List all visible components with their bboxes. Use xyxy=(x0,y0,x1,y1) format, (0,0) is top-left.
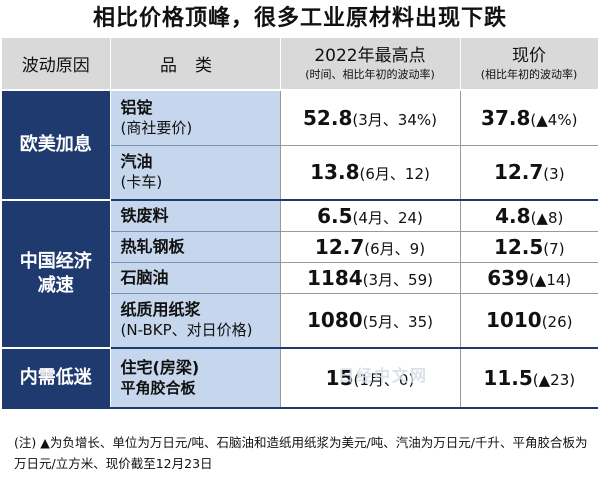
item-name: 纸质用纸浆 xyxy=(120,300,201,320)
reason-cell: 中国经济 减速 xyxy=(2,200,111,349)
peak-detail: (3月、59) xyxy=(362,270,433,289)
reason-cell: 内需低迷 xyxy=(2,348,111,409)
current-value: 4.8 xyxy=(495,203,531,228)
peak-detail: (1月、0) xyxy=(353,371,415,389)
peak-detail: (5月、35) xyxy=(362,313,433,332)
header-peak: 2022年最高点 (时间、相比年初的波动率) xyxy=(280,38,461,91)
item-name: 热轧钢板 xyxy=(120,236,185,256)
item-name: 铁废料 xyxy=(120,205,169,225)
current-cell: 639(▲14) xyxy=(459,262,598,294)
watermark-text: 日经中文网 xyxy=(338,366,429,385)
peak-detail: (6月、12) xyxy=(359,165,430,184)
current-detail: (7) xyxy=(543,239,565,258)
data-table: 波动原因 品类 2022年最高点 (时间、相比年初的波动率) 现价 (相比年初的… xyxy=(2,38,599,409)
peak-cell: 13.8(6月、12) xyxy=(279,145,460,201)
peak-detail: (4月、24) xyxy=(352,208,423,227)
peak-value: 12.7 xyxy=(314,234,365,259)
header-current-main: 现价 xyxy=(512,45,546,66)
peak-value: 1080 xyxy=(306,308,363,333)
peak-cell: 12.7(6月、9) xyxy=(279,231,460,263)
item-cell: 住宅(房梁) 平角胶合板 xyxy=(110,348,280,409)
current-cell: 1010(26) xyxy=(459,293,598,349)
table-row: 热轧钢板 12.7(6月、9) 12.5(7) xyxy=(2,231,598,263)
item-name: 住宅(房梁) xyxy=(120,358,200,377)
current-cell: 4.8(▲8) xyxy=(459,200,598,232)
header-reason: 波动原因 xyxy=(2,38,111,91)
footnote: (注) ▲为负增长、单位为万日元/吨、石脑油和造纸用纸浆为美元/吨、汽油为万日元… xyxy=(14,435,588,471)
peak-detail: (6月、9) xyxy=(364,239,426,258)
current-detail: (▲23) xyxy=(532,371,576,389)
header-peak-sub: (时间、相比年初的波动率) xyxy=(305,67,435,81)
current-cell: 37.8(▲4%) xyxy=(459,90,598,146)
current-cell: 12.5(7) xyxy=(459,231,598,263)
table-row: 石脑油 1184(3月、59) 639(▲14) xyxy=(2,262,598,294)
header-current: 现价 (相比年初的波动率) xyxy=(460,38,599,91)
item-cell: 汽油 (卡车) xyxy=(110,145,280,201)
peak-value: 1184 xyxy=(306,265,363,290)
table-row: 中国经济 减速 铁废料 6.5(4月、24) 4.8(▲8) xyxy=(2,200,598,349)
table-row: 纸质用纸浆 (N-BKP、对日价格) 1080(5月、35) 1010(26) xyxy=(2,293,598,349)
header-row: 波动原因 品类 2022年最高点 (时间、相比年初的波动率) 现价 (相比年初的… xyxy=(2,38,599,91)
current-detail: (▲14) xyxy=(528,270,572,289)
item-name-sub: (卡车) xyxy=(120,173,163,192)
current-value: 11.5 xyxy=(483,366,533,390)
peak-cell: 1080(5月、35) xyxy=(279,293,460,349)
peak-value: 52.8 xyxy=(303,105,353,130)
current-value: 12.5 xyxy=(493,234,544,259)
item-name: 汽油 xyxy=(120,152,153,172)
table-row: 欧美加息 铝锭 (商社要价) 52.8(3月、34%) 37.8(▲4%) xyxy=(2,90,598,201)
peak-detail: (3月、34%) xyxy=(352,110,437,129)
current-cell: 11.5(▲23) xyxy=(459,348,598,409)
header-current-sub: (相比年初的波动率) xyxy=(480,67,578,81)
peak-cell: 1184(3月、59) xyxy=(279,262,460,294)
chart-title: 相比价格顶峰，很多工业原材料出现下跌 xyxy=(92,6,507,31)
item-cell: 石脑油 xyxy=(110,262,280,294)
item-cell: 铁废料 xyxy=(110,200,280,232)
item-name-sub: 平角胶合板 xyxy=(120,379,196,397)
peak-value: 13.8 xyxy=(310,160,360,185)
current-value: 12.7 xyxy=(493,160,544,185)
current-detail: (▲8) xyxy=(530,208,564,227)
item-cell: 热轧钢板 xyxy=(110,231,280,263)
peak-cell: 52.8(3月、34%) xyxy=(279,90,460,146)
item-name-sub: (商社要价) xyxy=(120,118,193,137)
header-peak-main: 2022年最高点 xyxy=(314,45,426,66)
current-value: 1010 xyxy=(486,308,542,333)
item-name: 石脑油 xyxy=(120,267,169,287)
item-cell: 纸质用纸浆 (N-BKP、对日价格) xyxy=(110,293,280,349)
peak-value: 6.5 xyxy=(317,203,353,228)
current-value: 639 xyxy=(487,265,529,290)
reason-label: 内需低迷 xyxy=(19,367,92,388)
peak-cell: 6.5(4月、24) xyxy=(279,200,460,232)
current-detail: (▲4%) xyxy=(530,110,578,129)
current-detail: (26) xyxy=(541,313,573,332)
item-name-sub: (N-BKP、对日价格) xyxy=(120,321,253,340)
header-item: 品类 xyxy=(110,38,281,91)
current-detail: (3) xyxy=(543,165,565,184)
reason-cell: 欧美加息 xyxy=(2,90,111,201)
current-value: 37.8 xyxy=(481,105,531,130)
item-name: 铝锭 xyxy=(120,97,153,117)
peak-value: 15 xyxy=(325,366,354,390)
current-cell: 12.7(3) xyxy=(459,145,598,201)
reason-label-line2: 减速 xyxy=(37,275,74,296)
table-row: 内需低迷 住宅(房梁) 平角胶合板 15(1月、0) 11.5(▲23) xyxy=(2,348,598,409)
item-cell: 铝锭 (商社要价) xyxy=(110,90,280,146)
reason-label: 中国经济 xyxy=(19,251,92,272)
table-row: 汽油 (卡车) 13.8(6月、12) 12.7(3) xyxy=(2,145,598,201)
peak-cell: 15(1月、0) xyxy=(279,348,460,409)
reason-label: 欧美加息 xyxy=(19,134,92,155)
